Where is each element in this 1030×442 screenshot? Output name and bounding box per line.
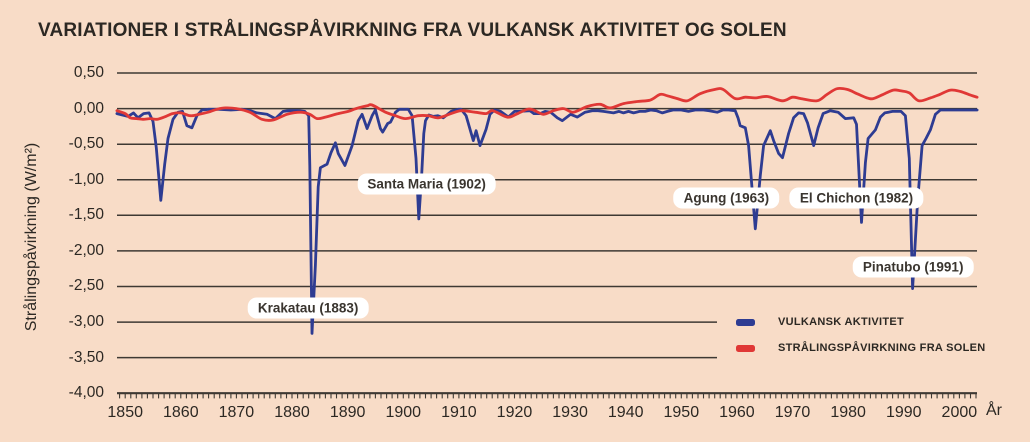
x-tick-label: 1860 bbox=[163, 404, 199, 421]
legend-label: VULKANSK AKTIVITET bbox=[778, 316, 904, 328]
annotation-label: Santa Maria (1902) bbox=[357, 173, 496, 195]
legend-swatch-solar bbox=[736, 344, 755, 352]
x-tick-label: 1980 bbox=[830, 404, 866, 421]
legend-item: VULKANSK AKTIVITET bbox=[736, 309, 986, 335]
legend-swatch-volcanic bbox=[736, 318, 755, 326]
legend-label: STRÅLINGSPÅVIRKNING FRA SOLEN bbox=[778, 342, 986, 354]
x-tick-label: 1950 bbox=[663, 404, 700, 421]
x-tick-label: 1870 bbox=[218, 404, 255, 421]
x-tick-label: 2000 bbox=[941, 404, 978, 421]
x-tick-label: 1850 bbox=[107, 404, 143, 421]
x-tick-label: 1920 bbox=[496, 404, 533, 421]
x-tick-label: 1940 bbox=[607, 404, 644, 421]
y-tick-label: 0,50 bbox=[73, 64, 104, 82]
x-tick-label: 1880 bbox=[274, 404, 310, 421]
x-axis-unit-label: År bbox=[986, 402, 1002, 419]
y-tick-label: -1,00 bbox=[68, 170, 104, 188]
annotation-label: Agung (1963) bbox=[673, 187, 780, 209]
legend-item: STRÅLINGSPÅVIRKNING FRA SOLEN bbox=[736, 335, 986, 361]
annotation-label: El Chichon (1982) bbox=[789, 187, 924, 209]
x-tick-label: 1960 bbox=[719, 404, 755, 421]
annotation-label: Krakatau (1883) bbox=[247, 297, 369, 319]
y-tick-label: -1,50 bbox=[68, 206, 104, 224]
y-tick-label: -2,00 bbox=[68, 241, 104, 259]
solar-series-line bbox=[115, 86, 979, 122]
x-tick-label: 1970 bbox=[774, 404, 811, 421]
x-tick-label: 1910 bbox=[441, 404, 477, 421]
x-tick-label: 1990 bbox=[885, 404, 922, 421]
y-tick-label: 0,00 bbox=[73, 99, 104, 117]
legend: VULKANSK AKTIVITET STRÅLINGSPÅVIRKNING FR… bbox=[736, 309, 986, 361]
chart-title: VARIATIONER I STRÅLINGSPÅVIRKNING FRA VU… bbox=[38, 20, 787, 41]
y-tick-label: -0,50 bbox=[68, 135, 104, 153]
y-tick-label: -3,00 bbox=[68, 313, 104, 331]
y-tick-label: -2,50 bbox=[68, 277, 104, 295]
volcanic-series-line bbox=[115, 107, 979, 335]
x-tick-label: 1900 bbox=[385, 404, 422, 421]
x-tick-label: 1890 bbox=[329, 404, 366, 421]
y-tick-label: -3,50 bbox=[68, 348, 104, 366]
y-tick-label: -4,00 bbox=[68, 384, 104, 402]
annotation-label: Pinatubo (1991) bbox=[852, 256, 974, 278]
x-tick-label: 1930 bbox=[552, 404, 588, 421]
